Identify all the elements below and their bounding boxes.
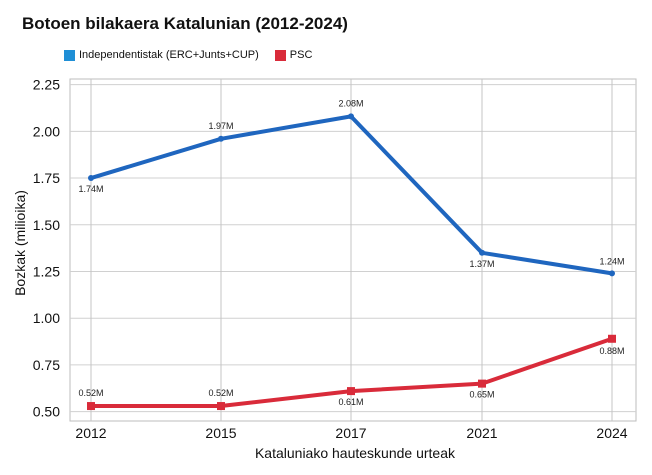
data-label: 0.61M (338, 397, 363, 407)
y-tick-label: 2.00 (33, 123, 60, 139)
y-tick-label: 2.25 (33, 77, 60, 93)
data-point (608, 334, 616, 343)
data-point (348, 113, 354, 120)
data-label: 2.08M (338, 98, 363, 108)
y-tick-labels: 0.50 0.75 1.00 1.25 1.50 1.75 2.00 2.25 (33, 77, 60, 420)
legend-swatch-independentists (64, 49, 75, 61)
legend-item-psc: PSC (274, 49, 313, 61)
data-point (217, 402, 225, 411)
grid (69, 78, 637, 422)
data-labels: 1.74M 1.97M 2.08M 1.37M 1.24M 0.52M 0.52M 0.61M… (78, 98, 624, 407)
legend-label-independentists: Independentistak (ERC+Junts+CUP) (79, 49, 259, 61)
data-label: 1.24M (599, 256, 624, 266)
y-tick-label: 0.50 (33, 404, 60, 420)
data-point (609, 270, 615, 277)
data-point (478, 379, 486, 388)
data-point (479, 249, 485, 256)
data-label: 0.65M (469, 390, 494, 400)
x-axis-label: Kataluniako hauteskunde urteak (255, 445, 456, 461)
y-tick-label: 1.25 (33, 263, 60, 279)
legend-item-independentists: Independentistak (ERC+Junts+CUP) (64, 49, 259, 61)
y-axis-label: Bozkak (milioika) (12, 190, 28, 296)
x-tick-label: 2024 (596, 425, 627, 441)
data-point (218, 135, 224, 142)
data-label: 0.88M (599, 346, 624, 356)
y-tick-label: 1.00 (33, 310, 60, 326)
y-tick-label: 1.50 (33, 217, 60, 233)
x-tick-label: 2012 (75, 425, 106, 441)
x-tick-label: 2015 (205, 425, 236, 441)
data-label: 0.52M (78, 388, 103, 398)
series-group (87, 113, 616, 411)
legend-label-psc: PSC (289, 49, 313, 61)
data-point (347, 387, 355, 396)
data-point (87, 402, 95, 411)
legend: Independentistak (ERC+Junts+CUP) PSC (64, 49, 312, 61)
x-tick-label: 2017 (335, 425, 366, 441)
chart-title: Botoen bilakaera Katalunian (2012-2024) (22, 14, 348, 33)
data-label: 1.37M (469, 259, 494, 269)
legend-swatch-psc (274, 49, 286, 61)
x-tick-labels: 2012 2015 2017 2021 2024 (75, 425, 627, 441)
x-tick-label: 2021 (466, 425, 497, 441)
data-label: 1.74M (78, 184, 103, 194)
data-label: 0.52M (208, 388, 233, 398)
plot-frame (69, 78, 637, 422)
data-label: 1.97M (208, 121, 233, 131)
data-point (88, 175, 94, 182)
y-tick-label: 0.75 (33, 357, 60, 373)
y-tick-label: 1.75 (33, 170, 60, 186)
